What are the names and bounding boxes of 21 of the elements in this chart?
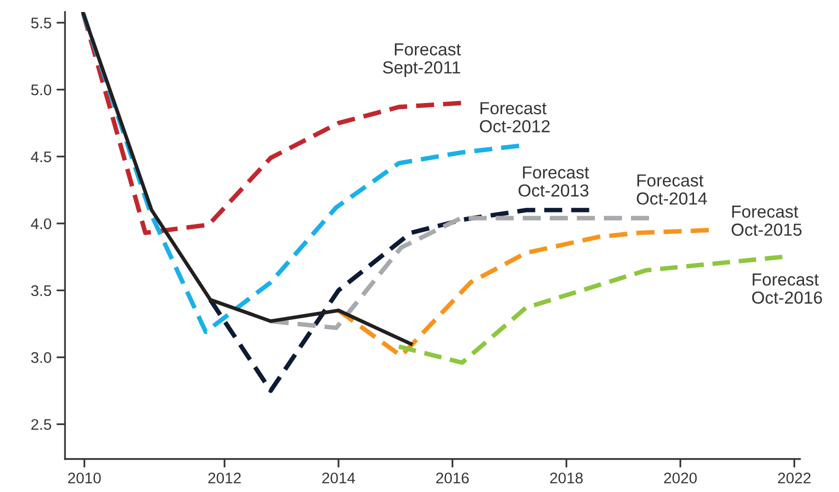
series-label: Forecast Oct-2014 xyxy=(636,174,707,205)
y-tick-label: 5.5 xyxy=(31,18,52,28)
series-label: Forecast Oct-2016 xyxy=(752,274,822,304)
y-tick-label: 3.5 xyxy=(31,285,52,296)
series-label: Forecast Oct-2012 xyxy=(480,102,550,132)
y-tick-label: 4.0 xyxy=(30,218,52,230)
series-label: Forecast Oct-2013 xyxy=(518,166,590,197)
series-label: Forecast Oct-2015 xyxy=(732,206,802,236)
x-tick-label: 2014 xyxy=(322,472,356,484)
y-tick-label: 5.0 xyxy=(31,84,52,96)
x-tick-label: 2020 xyxy=(664,472,697,484)
x-tick-label: 2018 xyxy=(550,472,583,484)
y-tick-label: 2.5 xyxy=(31,419,52,430)
y-tick-label: 4.5 xyxy=(30,152,52,162)
series-label: Forecast Sept-2011 xyxy=(382,43,461,78)
x-tick-label: 2010 xyxy=(68,472,101,484)
y-tick-label: 3.0 xyxy=(31,352,52,363)
x-tick-label: 2012 xyxy=(208,472,241,484)
x-tick-label: 2016 xyxy=(436,472,469,484)
line-series xyxy=(208,208,592,393)
x-tick-label: 2022 xyxy=(778,472,811,484)
